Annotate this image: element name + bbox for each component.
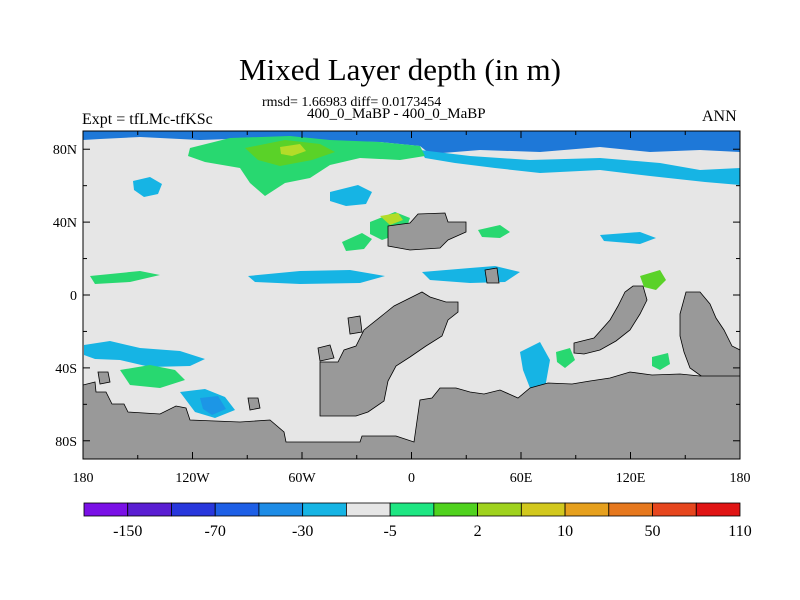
pacific-blue-patch bbox=[600, 232, 656, 244]
colorbar: -150 -70 -30 -5 2 10 50 110 bbox=[83, 502, 752, 540]
x-tick-label: 60W bbox=[288, 471, 316, 486]
y-tick-label: 0 bbox=[70, 289, 77, 304]
south-island-land bbox=[97, 371, 111, 385]
north-atlantic-green-patch bbox=[342, 233, 372, 251]
colorbar-label: 50 bbox=[645, 523, 661, 540]
equatorial-blue-band bbox=[248, 270, 385, 284]
south-west-pacific-green-patch bbox=[652, 353, 670, 370]
indonesia-land bbox=[573, 285, 648, 355]
north-atlantic-blue-patch bbox=[330, 185, 372, 206]
colorbar-swatch bbox=[564, 502, 610, 517]
colorbar-swatch bbox=[345, 502, 391, 517]
south-indian-green-patch bbox=[556, 348, 575, 368]
west-pacific-green-patch bbox=[640, 270, 666, 290]
south-indian-blue-patch bbox=[520, 342, 550, 388]
southern-landmass bbox=[83, 371, 740, 459]
periods-text: 400_0_MaBP - 400_0_MaBP bbox=[307, 106, 486, 122]
south-island-land-2 bbox=[247, 397, 261, 411]
x-tick-label: 120W bbox=[175, 471, 210, 486]
x-tick-label: 180 bbox=[730, 471, 751, 486]
western-pacific-land bbox=[679, 291, 740, 387]
southern-ocean-mid-blue-patch bbox=[200, 396, 226, 415]
colorbar-swatch bbox=[214, 502, 260, 517]
x-tick-label: 120E bbox=[616, 471, 646, 486]
colorbar-swatch bbox=[477, 502, 522, 517]
colorbar-label: -150 bbox=[113, 523, 142, 540]
africa-land bbox=[319, 291, 459, 417]
mediterranean-yellow-patch bbox=[380, 213, 403, 225]
x-tick-label: 180 bbox=[73, 471, 94, 486]
colorbar-label: -5 bbox=[383, 523, 396, 540]
x-tick-label: 60E bbox=[510, 471, 533, 486]
experiment-label: Expt = tfLMc-tfKSc bbox=[82, 111, 213, 128]
colorbar-label: -70 bbox=[205, 523, 226, 540]
colorbar-swatch bbox=[258, 502, 304, 517]
middle-east-land bbox=[484, 267, 500, 284]
colorbar-swatch bbox=[520, 502, 566, 517]
north-africa-land bbox=[387, 212, 467, 251]
colorbar-swatch bbox=[127, 502, 172, 517]
colorbar-label: 10 bbox=[557, 523, 573, 540]
y-axis: 80N 40N 0 40S 80S bbox=[53, 143, 740, 450]
tropical-pacific-green-band bbox=[90, 271, 160, 284]
y-tick-label: 40N bbox=[53, 216, 77, 231]
colorbar-swatch bbox=[695, 502, 741, 517]
colorbar-swatch bbox=[608, 502, 653, 517]
arctic-light-blue-band bbox=[420, 150, 740, 185]
colorbar-label: 2 bbox=[474, 523, 482, 540]
stats-text: rmsd= 1.66983 diff= 0.0173454 bbox=[262, 95, 442, 110]
y-tick-label: 80N bbox=[53, 143, 77, 158]
colorbar-swatch bbox=[83, 502, 129, 517]
colorbar-label: 110 bbox=[728, 523, 751, 540]
south-pacific-blue-patch bbox=[84, 341, 205, 367]
arctic-yellow-patch bbox=[280, 144, 306, 156]
colorbar-swatch bbox=[302, 502, 347, 517]
season-label: ANN bbox=[702, 108, 737, 125]
africa-island-land bbox=[347, 315, 363, 335]
y-tick-label: 40S bbox=[55, 362, 77, 377]
arctic-deep-blue-band bbox=[83, 131, 740, 154]
y-tick-label: 80S bbox=[55, 435, 77, 450]
colorbar-swatch bbox=[389, 502, 435, 517]
north-pacific-blue-blob bbox=[133, 177, 162, 197]
colorbar-swatch bbox=[652, 502, 697, 517]
arctic-green-patch bbox=[188, 136, 425, 196]
plot-title: Mixed Layer depth (in m) bbox=[239, 52, 561, 87]
east-asia-green-patch bbox=[478, 225, 510, 238]
map-area bbox=[83, 131, 740, 459]
x-axis: 180 120W 60W 0 60E 120E 180 bbox=[73, 131, 751, 486]
x-tick-label: 0 bbox=[408, 471, 415, 486]
south-pacific-green-patch bbox=[120, 365, 185, 388]
colorbar-label: -30 bbox=[292, 523, 313, 540]
colorbar-swatch bbox=[171, 502, 216, 517]
colorbar-swatch bbox=[433, 502, 479, 517]
south-america-land-fragment bbox=[317, 344, 335, 362]
